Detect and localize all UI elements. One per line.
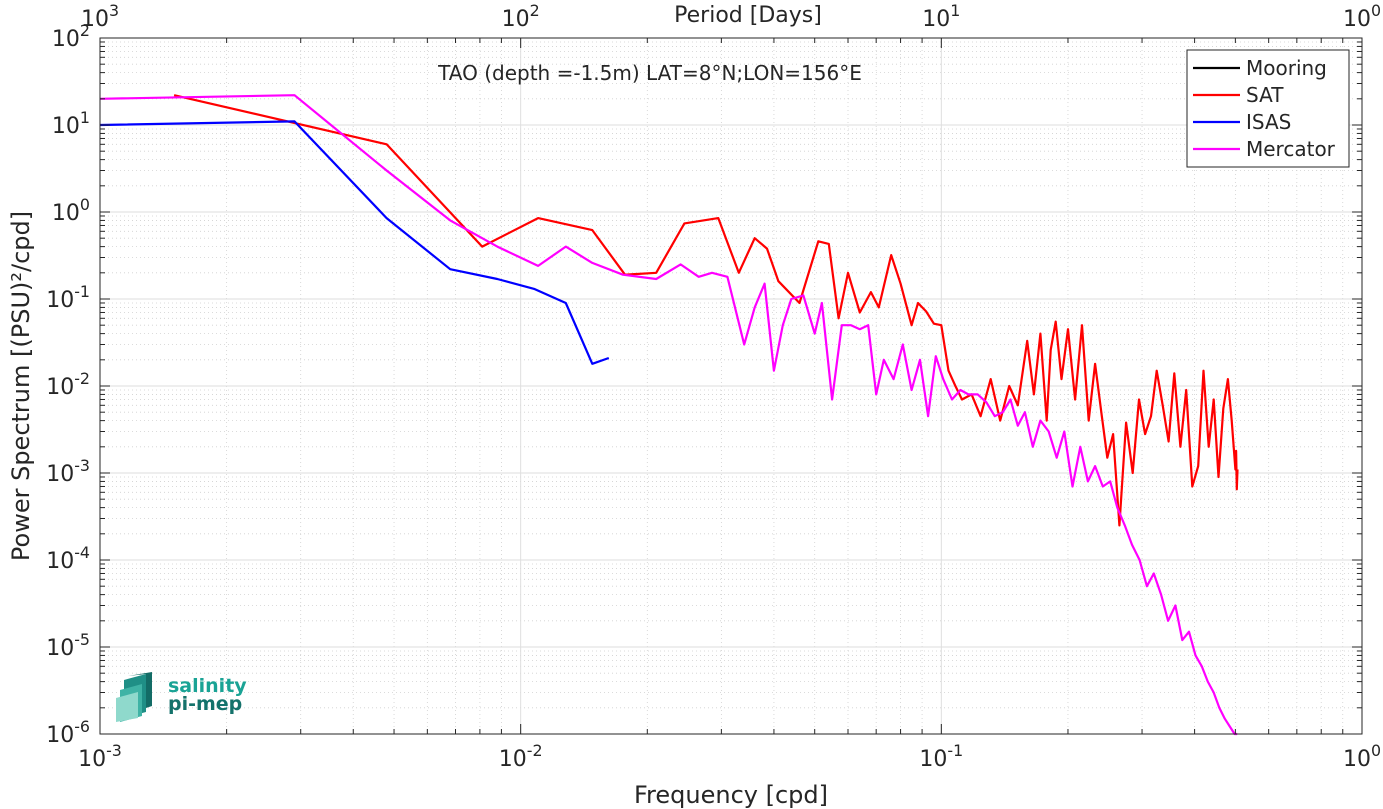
y-tick-label: 100	[52, 195, 90, 226]
y-axis-label: Power Spectrum [(PSU)²/cpd]	[7, 211, 35, 561]
legend[interactable]: Mooring SAT ISAS Mercator	[1186, 49, 1350, 168]
tick-marks	[99, 37, 1363, 735]
top-axis-label: Period [Days]	[674, 3, 822, 28]
top-tick-label: 103	[81, 1, 119, 32]
y-tick-label: 10-3	[46, 456, 90, 487]
series-line-isas	[99, 120, 610, 365]
y-tick-label: 10-1	[46, 282, 90, 313]
logo-line-1: salinity	[168, 675, 247, 697]
x-axis-label: Frequency [cpd]	[634, 781, 828, 809]
logo-mark-icon	[116, 672, 152, 722]
legend-label-mooring: Mooring	[1246, 56, 1327, 80]
top-tick-label: 101	[922, 1, 960, 32]
top-tick-label: 102	[502, 1, 540, 32]
y-tick-label: 10-2	[46, 369, 90, 400]
series-line-mercator	[99, 94, 1238, 736]
series-line-sat	[173, 94, 1239, 527]
x-tick-label: 100	[1343, 741, 1381, 772]
salinity-pi-mep-logo: salinity pi-mep	[116, 672, 256, 722]
legend-label-isas: ISAS	[1246, 110, 1291, 134]
logo-line-2: pi-mep	[168, 693, 243, 715]
legend-label-sat: SAT	[1246, 83, 1284, 107]
legend-label-mercator: Mercator	[1246, 137, 1336, 161]
y-tick-label: 102	[52, 21, 90, 52]
chart-title: TAO (depth =-1.5m) LAT=8°N;LON=156°E	[437, 61, 862, 85]
y-tick-label: 10-6	[46, 717, 90, 748]
x-tick-label: 10-2	[499, 741, 543, 772]
y-tick-label: 10-4	[46, 543, 90, 574]
x-tick-label: 10-3	[78, 741, 122, 772]
top-tick-label: 100	[1343, 1, 1381, 32]
y-tick-label: 101	[52, 108, 90, 139]
y-tick-label: 10-5	[46, 630, 90, 661]
legend-box	[1186, 49, 1350, 168]
x-tick-label: 10-1	[919, 741, 963, 772]
series-layer	[99, 94, 1239, 736]
